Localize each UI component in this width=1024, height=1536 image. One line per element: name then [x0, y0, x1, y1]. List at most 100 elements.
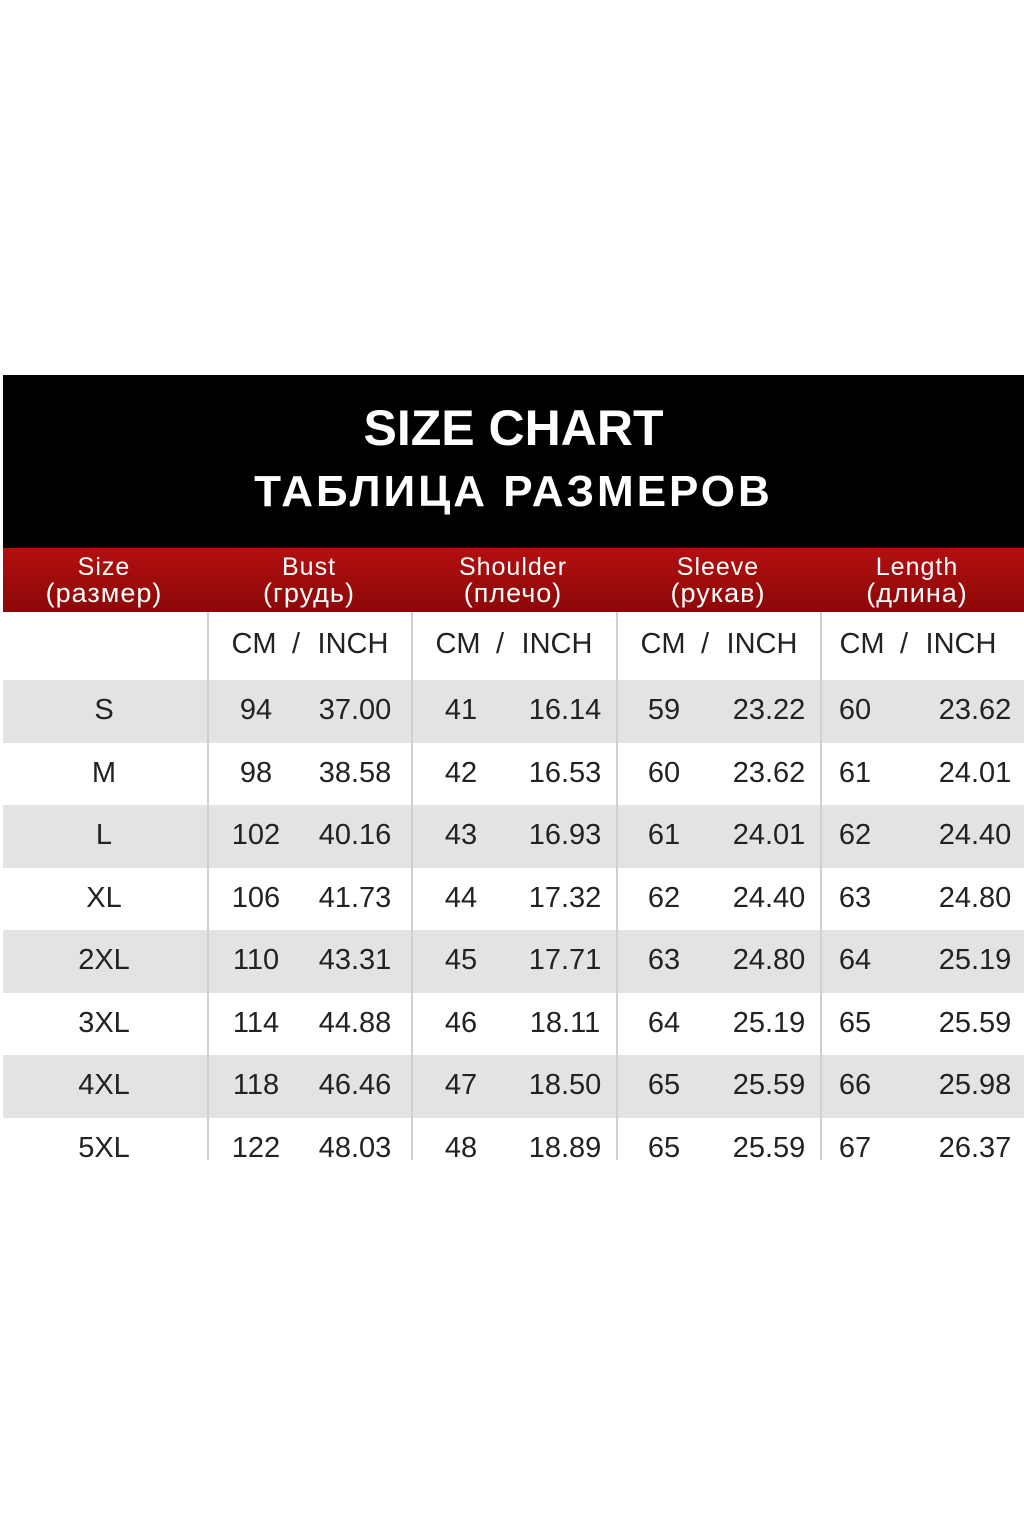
value-cell: 66 — [838, 1069, 872, 1101]
size-chart: SIZE CHART ТАБЛИЦА РАЗМЕРОВ Size (размер)… — [3, 375, 1024, 1160]
value-cell: 65 — [838, 1006, 872, 1039]
value-cell: 40.16 — [318, 819, 392, 851]
value-cell: 122 — [231, 1131, 281, 1161]
value-cell: 59 — [647, 694, 681, 726]
value-cell: 37.00 — [318, 694, 392, 726]
value-cell: 25.59 — [938, 1006, 1012, 1039]
value-cell: 46 — [444, 1006, 478, 1039]
value-cell: 24.01 — [732, 819, 806, 851]
unit-separator: / — [899, 628, 909, 660]
value-cell: 65 — [647, 1069, 681, 1101]
value-cell: 23.62 — [732, 756, 806, 789]
value-cell: 41.73 — [318, 881, 392, 914]
size-cell: 5XL — [78, 1131, 130, 1161]
value-cell: 62 — [838, 819, 872, 851]
row-band — [3, 680, 1024, 743]
value-cell: 60 — [647, 756, 681, 789]
value-cell: 67 — [838, 1131, 872, 1161]
unit-inch: INCH — [317, 628, 389, 660]
value-cell: 114 — [232, 1006, 280, 1039]
column-divider — [820, 612, 822, 1160]
value-cell: 23.22 — [732, 694, 806, 726]
column-sublabel: (рукав) — [670, 578, 766, 608]
size-cell: 4XL — [78, 1069, 130, 1101]
value-cell: 102 — [231, 819, 281, 851]
size-cell: 3XL — [78, 1006, 130, 1039]
column-divider — [616, 612, 618, 1160]
value-cell: 16.93 — [528, 819, 602, 851]
value-cell: 17.32 — [528, 881, 602, 914]
unit-cm: CM — [435, 628, 481, 660]
value-cell: 64 — [838, 944, 872, 976]
unit-inch: INCH — [726, 628, 798, 660]
value-cell: 25.59 — [732, 1069, 806, 1101]
column-label: Sleeve — [676, 553, 760, 581]
value-cell: 65 — [647, 1131, 681, 1161]
column-label: Length — [875, 553, 959, 581]
value-cell: 43.31 — [318, 944, 392, 976]
unit-separator: / — [291, 628, 301, 660]
column-sublabel: (размер) — [45, 578, 163, 608]
value-cell: 25.19 — [732, 1006, 806, 1039]
value-cell: 25.98 — [938, 1069, 1012, 1101]
column-divider — [411, 612, 413, 1160]
value-cell: 110 — [232, 944, 280, 976]
unit-separator: / — [700, 628, 710, 660]
value-cell: 18.50 — [528, 1069, 602, 1101]
column-sublabel: (длина) — [866, 578, 968, 608]
unit-inch: INCH — [925, 628, 997, 660]
value-cell: 16.53 — [528, 756, 602, 789]
value-cell: 60 — [838, 694, 872, 726]
title-band: SIZE CHART ТАБЛИЦА РАЗМЕРОВ — [3, 375, 1024, 548]
value-cell: 18.11 — [529, 1006, 601, 1039]
value-cell: 48.03 — [318, 1131, 392, 1161]
column-sublabel: (плечо) — [463, 578, 563, 608]
value-cell: 38.58 — [318, 756, 392, 789]
row-band — [3, 930, 1024, 993]
value-cell: 43 — [444, 819, 478, 851]
value-cell: 63 — [647, 944, 681, 976]
value-cell: 61 — [647, 819, 681, 851]
value-cell: 23.62 — [938, 694, 1012, 726]
subtitle: ТАБЛИЦА РАЗМЕРОВ — [254, 467, 773, 516]
value-cell: 44.88 — [318, 1006, 392, 1039]
value-cell: 42 — [444, 756, 478, 789]
value-cell: 64 — [647, 1006, 681, 1039]
row-band — [3, 1055, 1024, 1118]
value-cell: 24.80 — [732, 944, 806, 976]
column-label: Shoulder — [458, 553, 568, 581]
unit-inch: INCH — [521, 628, 593, 660]
value-cell: 24.01 — [938, 756, 1012, 789]
size-cell: M — [91, 756, 117, 789]
value-cell: 24.80 — [938, 881, 1012, 914]
value-cell: 18.89 — [528, 1131, 602, 1161]
size-cell: XL — [86, 881, 122, 914]
value-cell: 24.40 — [938, 819, 1012, 851]
column-sublabel: (грудь) — [263, 578, 355, 608]
unit-cm: CM — [839, 628, 885, 660]
value-cell: 46.46 — [318, 1069, 392, 1101]
title: SIZE CHART — [363, 400, 664, 456]
value-cell: 106 — [231, 881, 281, 914]
column-label: Bust — [281, 553, 337, 581]
value-cell: 47 — [444, 1069, 478, 1101]
size-cell: 2XL — [78, 944, 130, 976]
value-cell: 48 — [444, 1131, 478, 1161]
unit-cm: CM — [231, 628, 277, 660]
value-cell: 98 — [239, 756, 273, 789]
value-cell: 62 — [647, 881, 681, 914]
value-cell: 25.19 — [938, 944, 1012, 976]
value-cell: 63 — [838, 881, 872, 914]
row-band — [3, 805, 1024, 868]
value-cell: 16.14 — [528, 694, 602, 726]
unit-cm: CM — [640, 628, 686, 660]
unit-separator: / — [495, 628, 505, 660]
value-cell: 94 — [239, 694, 273, 726]
value-cell: 41 — [444, 694, 478, 726]
column-label: Size — [77, 553, 131, 581]
value-cell: 17.71 — [528, 944, 602, 976]
size-cell: S — [94, 694, 114, 726]
value-cell: 24.40 — [732, 881, 806, 914]
size-cell: L — [95, 819, 113, 851]
